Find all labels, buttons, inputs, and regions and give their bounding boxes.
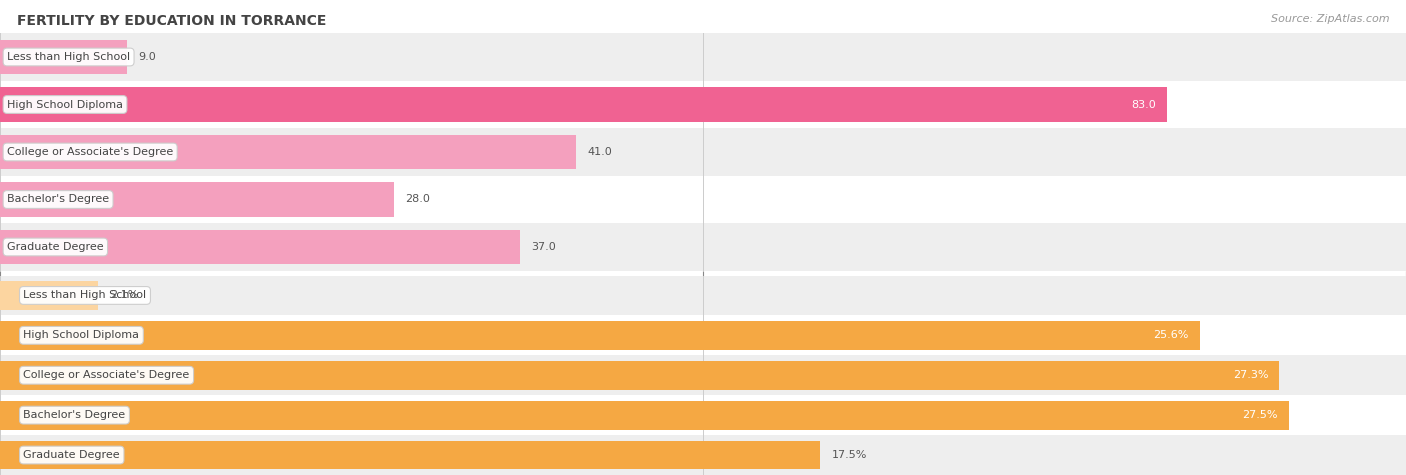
Bar <box>0 276 1406 315</box>
Bar <box>0 128 1406 176</box>
Text: 17.5%: 17.5% <box>831 450 866 460</box>
Text: College or Associate's Degree: College or Associate's Degree <box>24 370 190 380</box>
Text: Less than High School: Less than High School <box>24 290 146 301</box>
Text: Graduate Degree: Graduate Degree <box>24 450 120 460</box>
Text: 28.0: 28.0 <box>405 194 430 205</box>
Bar <box>0 40 127 74</box>
Bar <box>0 182 394 217</box>
Bar <box>0 441 820 469</box>
Text: Source: ZipAtlas.com: Source: ZipAtlas.com <box>1271 14 1389 24</box>
Text: 27.3%: 27.3% <box>1233 370 1268 380</box>
Bar <box>0 355 1406 395</box>
Bar <box>0 281 98 310</box>
Bar <box>0 321 1199 350</box>
Bar <box>0 401 1289 429</box>
Text: Bachelor's Degree: Bachelor's Degree <box>24 410 125 420</box>
Text: FERTILITY BY EDUCATION IN TORRANCE: FERTILITY BY EDUCATION IN TORRANCE <box>17 14 326 28</box>
Text: 9.0: 9.0 <box>138 52 156 62</box>
Text: 27.5%: 27.5% <box>1241 410 1278 420</box>
Text: College or Associate's Degree: College or Associate's Degree <box>7 147 173 157</box>
Bar <box>0 361 1279 390</box>
Bar <box>0 395 1406 435</box>
Text: 41.0: 41.0 <box>588 147 613 157</box>
Text: High School Diploma: High School Diploma <box>24 330 139 341</box>
Bar <box>0 230 520 264</box>
Text: 25.6%: 25.6% <box>1153 330 1188 341</box>
Bar <box>0 223 1406 271</box>
Text: 83.0: 83.0 <box>1130 99 1156 110</box>
Bar <box>0 176 1406 223</box>
Text: 37.0: 37.0 <box>531 242 557 252</box>
Bar <box>0 435 1406 475</box>
Bar <box>0 315 1406 355</box>
Text: 2.1%: 2.1% <box>110 290 138 301</box>
Text: High School Diploma: High School Diploma <box>7 99 124 110</box>
Text: Less than High School: Less than High School <box>7 52 131 62</box>
Bar <box>0 135 576 169</box>
Text: Bachelor's Degree: Bachelor's Degree <box>7 194 110 205</box>
Bar <box>0 87 1167 122</box>
Bar <box>0 81 1406 128</box>
Bar <box>0 33 1406 81</box>
Text: Graduate Degree: Graduate Degree <box>7 242 104 252</box>
